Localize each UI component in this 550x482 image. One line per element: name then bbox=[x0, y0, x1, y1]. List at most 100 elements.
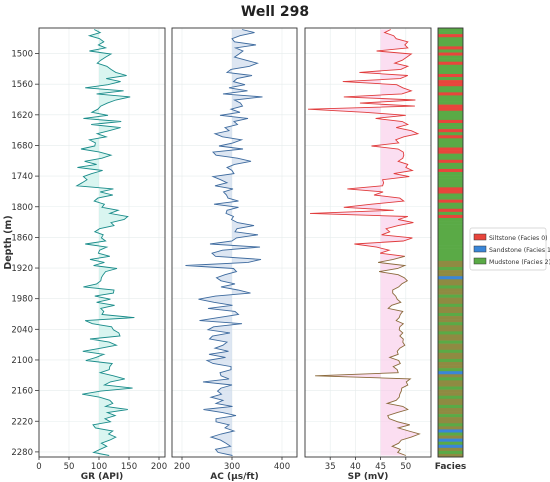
facies-band bbox=[438, 184, 463, 188]
facies-band bbox=[438, 306, 463, 311]
facies-band bbox=[438, 263, 463, 268]
x-axis-label: GR (API) bbox=[81, 472, 124, 482]
facies-band bbox=[438, 77, 463, 81]
facies-band bbox=[438, 141, 463, 145]
track-background bbox=[305, 28, 431, 457]
facies-band bbox=[438, 92, 463, 96]
depth-tick-label: 1560 bbox=[11, 80, 33, 90]
facies-band bbox=[438, 178, 463, 182]
x-tick-label: 300 bbox=[224, 462, 240, 472]
facies-frame bbox=[437, 27, 464, 458]
facies-band bbox=[438, 325, 463, 329]
facies-band bbox=[438, 55, 463, 59]
facies-band bbox=[438, 168, 463, 173]
depth-tick-label: 2160 bbox=[11, 387, 33, 397]
x-tick-label: 400 bbox=[274, 462, 290, 472]
facies-band bbox=[438, 251, 463, 256]
facies-band bbox=[438, 110, 463, 115]
facies-band bbox=[438, 450, 463, 455]
facies-band bbox=[438, 190, 463, 194]
curve-ac bbox=[185, 29, 263, 456]
facies-band bbox=[438, 441, 463, 446]
depth-tick-label: 1980 bbox=[11, 295, 33, 305]
y-axis-label: Depth (m) bbox=[3, 215, 14, 269]
legend-swatch bbox=[473, 233, 487, 241]
facies-band bbox=[438, 70, 463, 75]
facies-band bbox=[438, 423, 463, 427]
facies-band bbox=[438, 37, 463, 41]
facies-band bbox=[438, 380, 463, 384]
x-tick-label: 200 bbox=[151, 462, 167, 472]
legend-entry-label: Mudstone (Facies 2) bbox=[489, 259, 550, 266]
facies-band bbox=[438, 46, 463, 50]
facies-band bbox=[438, 435, 463, 439]
facies-band bbox=[438, 398, 463, 403]
facies-band bbox=[438, 245, 463, 249]
log-tracks: 1500156016201680174018001860192019802040… bbox=[3, 27, 432, 482]
facies-band bbox=[438, 279, 463, 283]
facies-band bbox=[438, 288, 463, 292]
facies-band bbox=[438, 355, 463, 360]
facies-band bbox=[438, 270, 463, 274]
facies-band bbox=[438, 371, 463, 375]
facies-band bbox=[438, 386, 463, 390]
facies-band bbox=[438, 211, 463, 216]
facies-band bbox=[438, 159, 463, 164]
facies-band bbox=[438, 404, 463, 409]
facies-band bbox=[438, 40, 463, 44]
facies-band bbox=[438, 346, 463, 351]
facies-band bbox=[438, 312, 463, 317]
x-tick-label: 35 bbox=[325, 462, 336, 472]
facies-band bbox=[438, 83, 463, 87]
facies-band bbox=[438, 257, 463, 262]
depth-tick-label: 1680 bbox=[11, 141, 33, 151]
facies-band bbox=[438, 144, 463, 148]
facies-band bbox=[438, 411, 463, 415]
facies-band bbox=[438, 116, 463, 121]
facies-band bbox=[438, 89, 463, 93]
x-tick-label: 100 bbox=[91, 462, 107, 472]
facies-band bbox=[438, 230, 463, 234]
facies-band bbox=[438, 340, 463, 344]
legend-swatch bbox=[473, 257, 487, 265]
depth-tick-label: 2280 bbox=[11, 448, 33, 458]
facies-band bbox=[438, 156, 463, 161]
facies-band bbox=[438, 129, 463, 133]
facies-band bbox=[438, 196, 463, 200]
facies-band bbox=[438, 172, 463, 176]
facies-band bbox=[438, 86, 463, 90]
facies-band bbox=[438, 374, 463, 378]
facies-band bbox=[438, 98, 463, 102]
depth-tick-label: 2100 bbox=[11, 356, 33, 366]
facies-label: Facies bbox=[435, 462, 467, 472]
facies-band bbox=[438, 273, 463, 277]
facies-band bbox=[438, 147, 463, 151]
x-axis-label: SP (mV) bbox=[348, 472, 389, 482]
facies-band bbox=[438, 291, 463, 295]
depth-tick-label: 2040 bbox=[11, 325, 33, 335]
depth-tick-label: 1860 bbox=[11, 233, 33, 243]
depth-tick-label: 1500 bbox=[11, 50, 33, 60]
facies-band bbox=[438, 322, 463, 326]
facies-band bbox=[438, 135, 463, 139]
facies-band bbox=[438, 300, 463, 305]
facies-band bbox=[438, 365, 463, 369]
facies-band bbox=[438, 58, 463, 63]
facies-band bbox=[438, 138, 463, 142]
facies-band bbox=[438, 352, 463, 357]
curve-fill-sp bbox=[308, 29, 420, 456]
x-tick-label: 150 bbox=[121, 462, 137, 472]
depth-tick-label: 1920 bbox=[11, 264, 33, 274]
facies-band bbox=[438, 49, 463, 53]
facies-band bbox=[438, 407, 463, 412]
facies-band bbox=[438, 417, 463, 421]
legend: Siltstone (Facies 0) Sandstone (Facies 1)… bbox=[469, 227, 550, 271]
facies-band bbox=[438, 236, 463, 240]
facies-band bbox=[438, 432, 463, 436]
facies-band bbox=[438, 217, 463, 222]
facies-band bbox=[438, 331, 463, 335]
facies-band bbox=[438, 208, 463, 213]
legend-box bbox=[469, 227, 547, 271]
facies-band bbox=[438, 389, 463, 393]
